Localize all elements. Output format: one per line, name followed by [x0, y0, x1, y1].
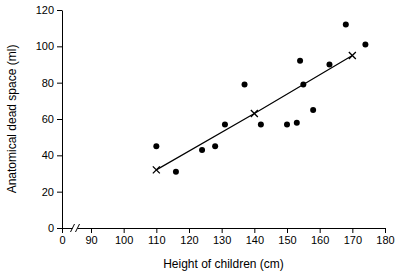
x-tick-label: 0 — [59, 234, 65, 246]
x-tick-label: 120 — [180, 234, 198, 246]
y-axis-line — [62, 11, 63, 229]
x-axis-line — [63, 228, 386, 229]
point — [343, 22, 349, 28]
chart: 0 90 100 110 120 130 140 150 160 170 180 0 20 40 60 80 1… — [0, 0, 400, 276]
y-tick-label: 120 — [36, 4, 54, 16]
point — [222, 121, 228, 127]
x-tick-mark — [156, 228, 157, 233]
x-tick: 90 — [85, 228, 97, 246]
x-tick-label: 130 — [213, 234, 231, 246]
x-axis: 0 90 100 110 120 130 140 150 160 170 180 — [59, 228, 394, 246]
point — [258, 121, 264, 127]
y-axis-title: Anatomical dead space (ml) — [5, 45, 19, 194]
x-tick-label: 180 — [376, 234, 394, 246]
point — [326, 62, 332, 68]
x-tick-mark — [385, 228, 386, 233]
point — [310, 107, 316, 113]
y-tick-mark — [57, 228, 62, 229]
y-tick-mark — [57, 10, 62, 11]
x-tick: 110 — [148, 228, 166, 246]
y-tick-mark — [57, 83, 62, 84]
x-tick: 170 — [344, 228, 362, 246]
axis-break — [71, 224, 75, 232]
x-tick-label: 170 — [344, 234, 362, 246]
y-tick-mark — [57, 119, 62, 120]
x-axis-title: Height of children (cm) — [163, 257, 284, 271]
point — [294, 120, 300, 126]
fit-line — [156, 55, 352, 169]
point — [242, 81, 248, 87]
x-tick: 180 — [376, 228, 394, 246]
x-tick: 100 — [115, 228, 133, 246]
point — [362, 42, 368, 48]
plot-area — [153, 22, 369, 175]
y-tick-mark — [57, 46, 62, 47]
point — [284, 121, 290, 127]
point — [153, 143, 159, 149]
x-tick: 160 — [311, 228, 329, 246]
y-tick-label: 100 — [36, 40, 54, 52]
y-tick-label: 40 — [42, 149, 54, 161]
x-tick-mark — [287, 228, 288, 233]
x-tick-mark — [91, 228, 92, 233]
y-tick-mark — [57, 192, 62, 193]
y-axis: 0 20 40 60 80 100 120 — [36, 4, 63, 234]
y-tick: 20 — [42, 186, 62, 198]
x-tick-mark — [320, 228, 321, 233]
point — [297, 58, 303, 64]
x-tick-mark — [62, 228, 63, 233]
y-tick: 60 — [42, 113, 62, 125]
y-tick-label: 20 — [42, 186, 54, 198]
x-tick-label: 150 — [278, 234, 296, 246]
y-tick: 40 — [42, 149, 62, 161]
x-tick-mark — [124, 228, 125, 233]
y-tick: 80 — [42, 77, 62, 89]
x-tick-label: 140 — [246, 234, 264, 246]
x-marker — [153, 166, 160, 173]
axis-break — [76, 224, 80, 232]
point — [212, 143, 218, 149]
y-tick-label: 60 — [42, 113, 54, 125]
y-tick: 100 — [36, 40, 62, 52]
x-tick: 140 — [246, 228, 264, 246]
x-tick-label: 160 — [311, 234, 329, 246]
point — [199, 147, 205, 153]
x-tick-label: 100 — [115, 234, 133, 246]
x-tick-mark — [254, 228, 255, 233]
y-tick-mark — [57, 155, 62, 156]
x-tick: 130 — [213, 228, 231, 246]
x-tick-mark — [352, 228, 353, 233]
x-tick: 0 — [59, 228, 65, 246]
y-tick: 120 — [36, 4, 62, 16]
x-tick-mark — [189, 228, 190, 233]
y-tick-label: 80 — [42, 77, 54, 89]
x-marker — [251, 110, 258, 117]
x-marker — [349, 52, 356, 59]
point — [173, 169, 179, 175]
y-tick-label: 0 — [48, 222, 54, 234]
y-tick: 0 — [48, 222, 62, 234]
x-tick-label: 110 — [148, 234, 166, 246]
x-tick: 120 — [180, 228, 198, 246]
x-tick-mark — [222, 228, 223, 233]
x-tick-label: 90 — [85, 234, 97, 246]
x-tick: 150 — [278, 228, 296, 246]
